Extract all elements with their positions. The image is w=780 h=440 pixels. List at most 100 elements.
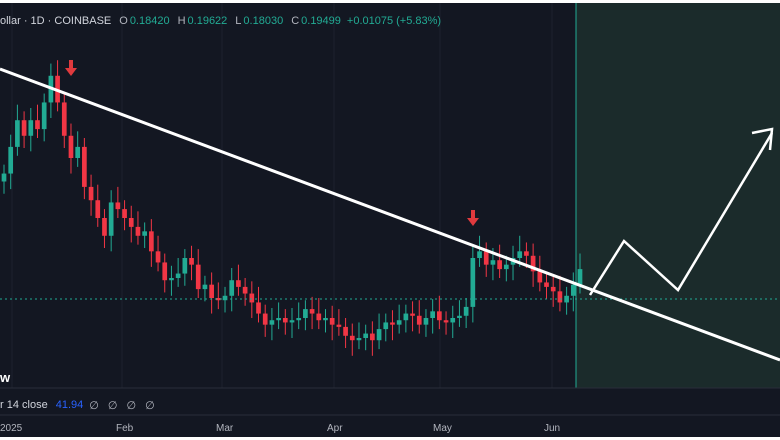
candle-body	[115, 202, 121, 210]
candle-body	[108, 202, 114, 236]
projection-arrowhead	[751, 127, 774, 151]
change-value: +0.01075 (+5.83%)	[346, 15, 442, 27]
candle-body	[182, 258, 188, 274]
candle-body	[443, 320, 449, 323]
gridlines	[11, 3, 553, 388]
candle-body	[363, 333, 369, 338]
candle-body	[88, 186, 94, 201]
candle-body	[457, 315, 462, 318]
candle-body	[430, 311, 435, 318]
candle-body	[416, 315, 422, 325]
candle-body	[282, 318, 288, 323]
candle-body	[269, 320, 275, 325]
candle-body	[490, 260, 496, 265]
candle-body	[202, 284, 208, 290]
candle-body	[256, 302, 261, 314]
candle-body	[162, 262, 168, 281]
candle-body	[497, 260, 502, 270]
candle-body	[262, 313, 268, 325]
indicator-label[interactable]: r 14 close	[0, 399, 48, 411]
symbol-label[interactable]: ollar · 1D · COINBASE	[0, 15, 112, 27]
candle-body	[323, 318, 328, 321]
candle-body	[577, 269, 583, 285]
candle-body	[383, 322, 389, 330]
candle-body	[1, 173, 7, 182]
candle-body	[41, 102, 47, 130]
candle-body	[222, 295, 228, 301]
x-tick-label: Feb	[116, 423, 134, 434]
candle-body	[242, 286, 248, 294]
close-key: C	[291, 15, 300, 27]
candle-body	[530, 255, 536, 272]
price-chart[interactable]	[0, 3, 780, 437]
projection-zigzag[interactable]	[588, 132, 774, 296]
low-value: 0.18030	[243, 15, 284, 27]
candle-body	[329, 318, 335, 325]
candle-body	[68, 135, 74, 158]
candle-body	[303, 309, 308, 318]
candle-body	[8, 146, 14, 174]
x-tick-label: Apr	[327, 423, 343, 434]
x-tick-label: Jun	[544, 423, 561, 434]
candle-body	[410, 313, 415, 316]
high-value: 0.19622	[187, 15, 228, 27]
candle-body	[423, 318, 429, 325]
watermark-logo: w	[0, 370, 11, 385]
candle-body	[470, 258, 476, 307]
candle-body	[149, 231, 154, 252]
open-key: O	[119, 15, 128, 27]
low-key: L	[235, 15, 242, 27]
candle-body	[349, 335, 355, 341]
candle-body	[236, 280, 241, 287]
candle-body	[524, 251, 529, 256]
projection-zone	[576, 3, 780, 388]
candle-body	[229, 280, 235, 296]
candle-body	[396, 320, 402, 325]
candle-body	[437, 311, 442, 321]
chart-frame[interactable]: ollar · 1D · COINBASE O 0.18420 H 0.19622 …	[0, 3, 780, 437]
candle-body	[450, 318, 456, 323]
indicator-value: 41.94	[55, 399, 84, 411]
candle-body	[128, 218, 134, 227]
candle-body	[28, 120, 34, 136]
candle-body	[61, 102, 67, 136]
down-arrow-icon	[65, 60, 77, 76]
candle-body	[102, 218, 107, 236]
candle-body	[477, 251, 482, 258]
candle-body	[537, 271, 543, 283]
candle-body	[35, 120, 40, 130]
indicator-flags: ∅ ∅ ∅ ∅	[89, 399, 158, 412]
high-key: H	[177, 15, 186, 27]
candle-body	[195, 264, 201, 290]
candle-body	[15, 120, 20, 147]
candle-body	[75, 146, 81, 158]
downtrend-line[interactable]	[0, 67, 780, 362]
candle-body	[463, 306, 469, 316]
candle-body	[296, 318, 302, 321]
x-tick-label: 2025	[0, 423, 23, 434]
candle-body	[390, 322, 395, 325]
candle-body	[343, 326, 348, 336]
candle-body	[175, 273, 181, 278]
down-arrow-icon	[467, 210, 479, 226]
candle-body	[82, 146, 87, 187]
candle-body	[356, 338, 362, 341]
candle-body	[316, 313, 322, 321]
candle-body	[376, 329, 382, 341]
candle-body	[215, 298, 221, 301]
candle-body	[503, 264, 509, 270]
candle-body	[122, 209, 127, 218]
candle-body	[336, 324, 342, 327]
candle-body	[276, 318, 281, 321]
candle-body	[142, 231, 147, 236]
rsi-indicator-legend[interactable]: r 14 close 41.94 ∅ ∅ ∅ ∅	[0, 398, 158, 412]
candle-body	[403, 313, 409, 321]
ohlc-legend: ollar · 1D · COINBASE O 0.18420 H 0.19622 …	[0, 13, 441, 29]
candle-body	[21, 120, 27, 136]
candle-body	[155, 251, 161, 263]
candle-body	[544, 282, 549, 287]
candle-body	[209, 284, 214, 298]
candle-body	[370, 333, 375, 341]
candle-body	[95, 200, 101, 218]
candle-body	[249, 293, 255, 303]
